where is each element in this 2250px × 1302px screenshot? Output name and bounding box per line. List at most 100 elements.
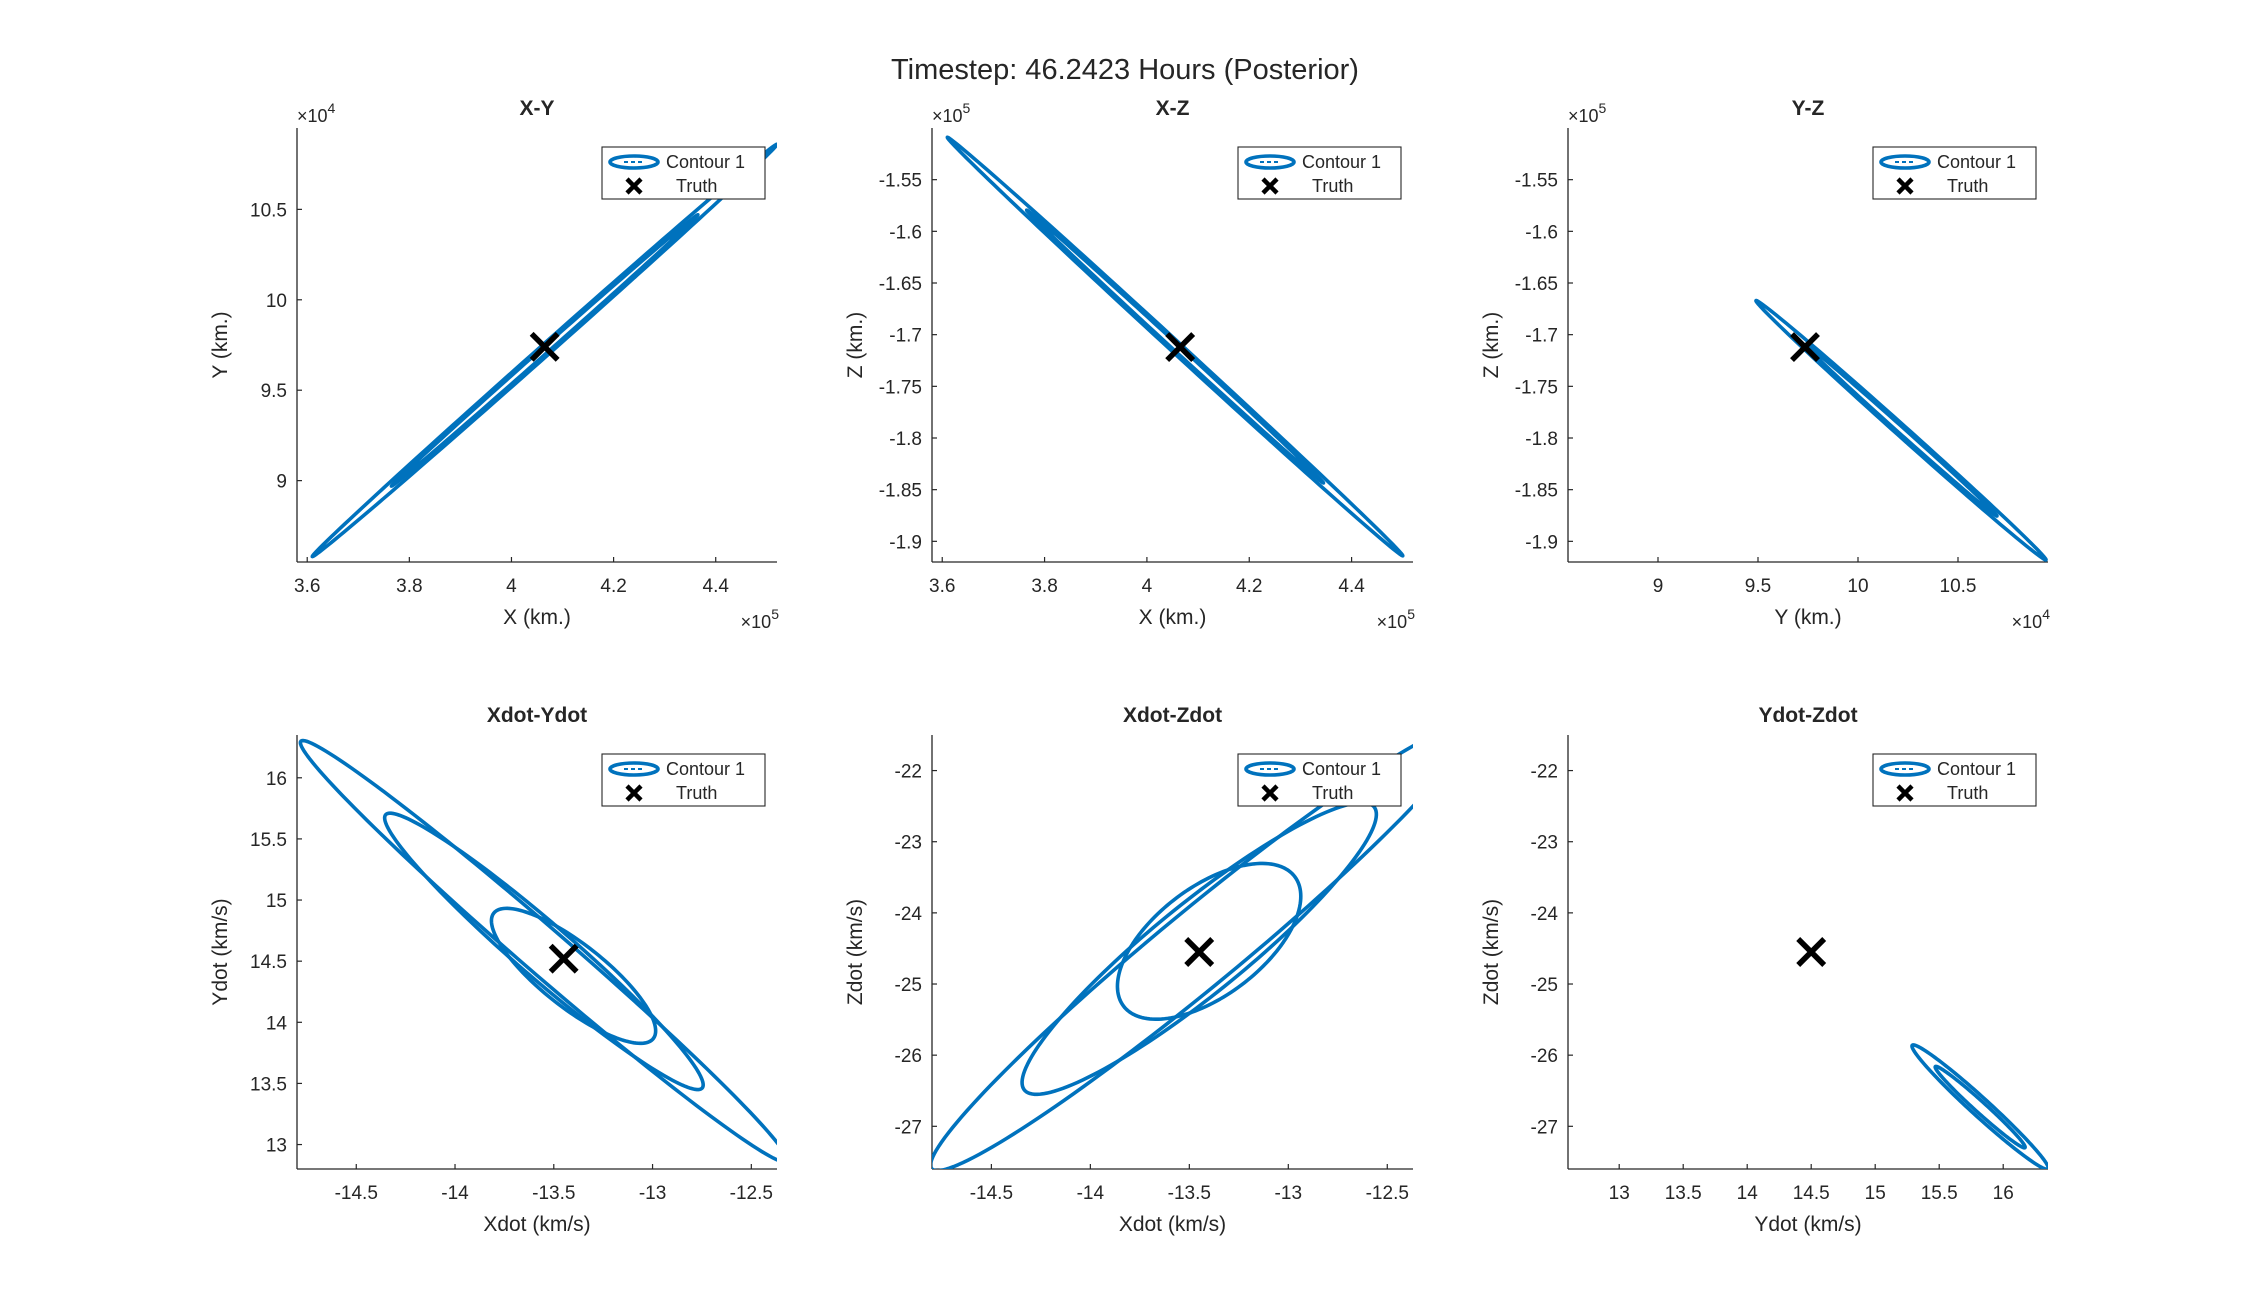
truth-marker [548, 943, 579, 974]
legend: Contour 1 Truth [1237, 753, 1402, 807]
legend-label-contour: Contour 1 [1937, 759, 2016, 779]
subplot-xdot-zdot: -14.5 -14 -13.5 -13 -12.5 -22 -23 -24 -25 -26 -27 X… [844, 704, 1413, 1236]
subplot-title: Y-Z [1792, 97, 1825, 120]
y-exponent-label: ×105 [932, 100, 971, 126]
plot-area [310, 142, 777, 559]
x-tick-label: -12.5 [1366, 1183, 1409, 1204]
legend-label-truth: Truth [676, 176, 717, 196]
truth-marker [1165, 332, 1196, 363]
y-tick-label: 14.5 [250, 952, 287, 973]
legend-label-truth: Truth [1947, 176, 1988, 196]
y-tick-label: -23 [895, 833, 922, 854]
x-tick-label: 3.8 [1031, 576, 1057, 597]
x-tick-label: 4 [1142, 576, 1153, 597]
subplot-ydot-zdot: 13 13.5 14 14.5 15 15.5 16 -22 -23 -24 -25 -26 -27 Yd… [1480, 704, 2048, 1236]
x-tick-label: 4.4 [1338, 576, 1365, 597]
legend-truth-icon [625, 177, 643, 195]
contour-ellipse [1115, 861, 1303, 1022]
y-tick-label: -1.7 [889, 326, 922, 347]
legend-truth-icon [1896, 784, 1914, 802]
y-tick-label: -27 [1531, 1117, 1558, 1138]
subplot-title: Ydot-Zdot [1758, 704, 1857, 727]
legend-contour-icon [608, 761, 660, 777]
legend: Contour 1 Truth [1237, 146, 1402, 200]
legend-label-contour: Contour 1 [1302, 152, 1381, 172]
x-tick-label: 15.5 [1921, 1183, 1958, 1204]
plot-area [298, 738, 777, 1162]
contour-ellipse [489, 906, 658, 1046]
y-tick-label: -22 [895, 762, 922, 783]
x-tick-label: 10 [1847, 576, 1868, 597]
y-tick-label: 10 [266, 291, 287, 312]
x-tick-label: 14.5 [1793, 1183, 1830, 1204]
y-tick-label: 14 [266, 1013, 288, 1034]
subplot-y-z: 9 9.5 10 10.5 -1.55 -1.6 -1.65 -1.7 -1.75 -1.8 -1.… [1480, 97, 2050, 632]
legend-truth-icon [1261, 177, 1279, 195]
x-tick-label: -14 [441, 1183, 469, 1204]
legend-label-truth: Truth [1947, 783, 1988, 803]
x-tick-label: 9.5 [1745, 576, 1771, 597]
truth-marker [1796, 937, 1827, 967]
y-tick-label: -1.9 [1525, 532, 1558, 553]
contour-ellipse [389, 213, 700, 488]
legend-contour-icon [1244, 761, 1296, 777]
y-tick-label: -1.75 [879, 377, 922, 398]
x-axis-label: Xdot (km/s) [483, 1213, 590, 1236]
y-tick-label: -1.65 [1515, 274, 1558, 295]
y-tick-label: 9.5 [261, 381, 287, 402]
x-tick-label: 3.6 [294, 576, 320, 597]
legend: Contour 1 Truth [1872, 146, 2037, 200]
contour-ellipse [1024, 208, 1326, 485]
truth-marker [529, 331, 560, 362]
y-tick-label: -1.65 [879, 274, 922, 295]
y-tick-label: 13.5 [250, 1074, 287, 1095]
x-axis-label: X (km.) [1139, 606, 1207, 629]
y-tick-label: -22 [1531, 762, 1558, 783]
legend: Contour 1 Truth [601, 146, 766, 200]
legend-contour-icon [1879, 154, 1931, 170]
y-axis-label: Zdot (km/s) [844, 899, 867, 1005]
y-tick-label: -24 [1531, 904, 1559, 925]
x-tick-label: -14 [1077, 1183, 1105, 1204]
legend-label-truth: Truth [1312, 176, 1353, 196]
legend-truth-icon [1896, 177, 1914, 195]
y-tick-label: -26 [1531, 1046, 1558, 1067]
y-axis-label: Z (km.) [844, 312, 867, 378]
x-tick-label: -13 [639, 1183, 666, 1204]
y-tick-label: -25 [895, 975, 922, 996]
contour-ellipse [945, 135, 1405, 558]
contour-ellipse [1910, 1043, 2048, 1169]
x-tick-label: 10.5 [1940, 576, 1977, 597]
x-tick-label: -13.5 [532, 1183, 575, 1204]
x-axis-label: Y (km.) [1774, 606, 1841, 629]
x-exponent-label: ×104 [2012, 606, 2051, 632]
y-tick-label: 16 [266, 769, 287, 790]
legend-label-truth: Truth [1312, 783, 1353, 803]
figure-title: Timestep: 46.2423 Hours (Posterior) [891, 54, 1359, 86]
legend-label-truth: Truth [676, 783, 717, 803]
legend-contour-icon [608, 154, 660, 170]
contour-ellipse [1754, 298, 2048, 562]
y-axis-label: Ydot (km/s) [209, 898, 232, 1005]
subplot-title: Xdot-Zdot [1123, 704, 1222, 727]
y-tick-label: -1.85 [879, 481, 922, 502]
y-tick-label: -1.7 [1525, 326, 1558, 347]
x-tick-label: 15 [1865, 1183, 1886, 1204]
x-axis-label: X (km.) [503, 606, 571, 629]
subplot-xdot-ydot: -14.5 -14 -13.5 -13 -12.5 13 13.5 14 14.5 15 15.5 1… [209, 704, 777, 1236]
y-exponent-label: ×105 [1568, 100, 1607, 126]
legend-contour-icon [1244, 154, 1296, 170]
x-tick-label: 16 [1993, 1183, 2014, 1204]
x-tick-label: 9 [1653, 576, 1664, 597]
y-tick-label: 9 [276, 472, 287, 493]
y-tick-label: -1.55 [879, 171, 922, 192]
contour-ellipse [382, 811, 705, 1092]
x-exponent-label: ×105 [1377, 606, 1416, 632]
plot-area [932, 743, 1413, 1169]
y-tick-label: 10.5 [250, 200, 287, 221]
y-tick-label: -23 [1531, 833, 1558, 854]
x-exponent-label: ×105 [741, 606, 780, 632]
subplot-title: X-Z [1156, 97, 1190, 120]
x-tick-label: 14 [1737, 1183, 1759, 1204]
legend-truth-icon [625, 784, 643, 802]
